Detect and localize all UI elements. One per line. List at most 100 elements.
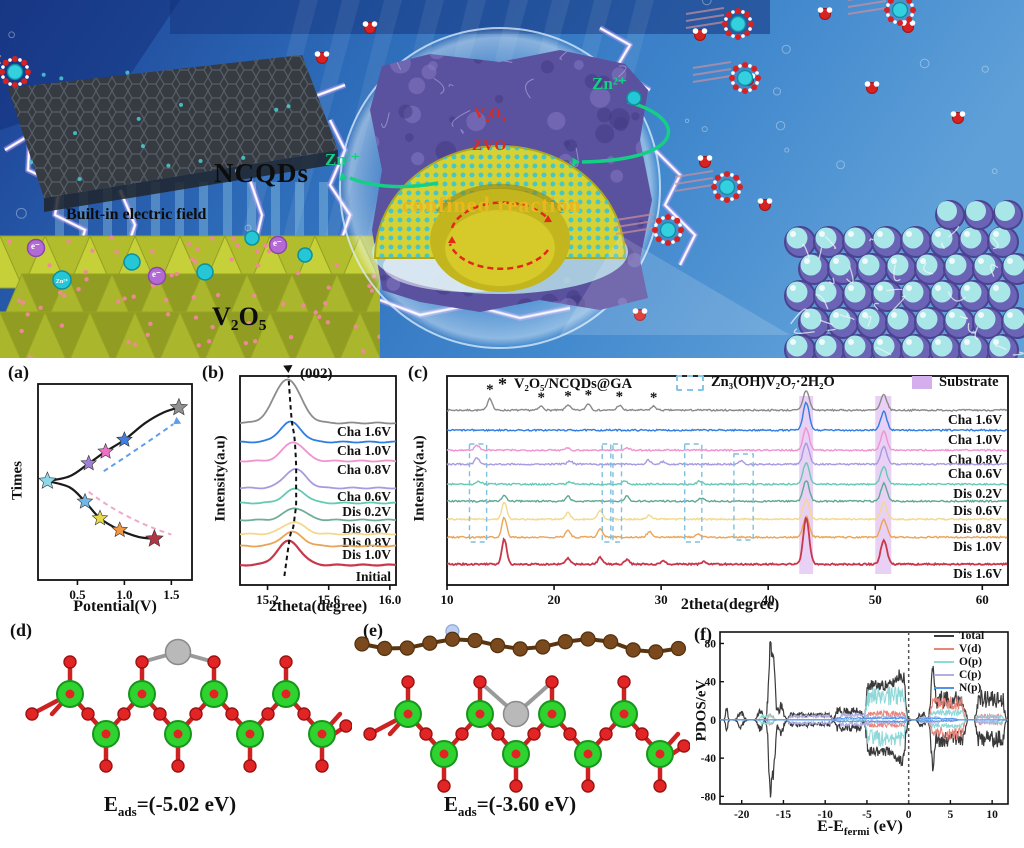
electron-ball — [268, 235, 288, 255]
c-curve-label: Dis 0.2V — [953, 486, 1002, 501]
c-asterisk-marker: * — [616, 389, 624, 405]
svg-text:30: 30 — [655, 592, 668, 607]
bubble — [772, 87, 782, 96]
oxygen-dot — [132, 342, 138, 347]
a-trend-arrow — [88, 491, 172, 536]
oxygen-dot — [252, 293, 257, 298]
svg-text:-80: -80 — [701, 791, 717, 803]
oxygen-dot — [90, 248, 95, 254]
c-curve-Dis-1.6V — [446, 516, 1008, 567]
zn-ion-ball — [196, 263, 214, 281]
oxygen-atom — [99, 759, 113, 773]
a-xlabel: Potential(V) — [73, 598, 157, 615]
b-xlabel: 2theta(degree) — [268, 598, 368, 615]
b-curve-Cha-0.6V — [239, 468, 397, 490]
a-star-marker — [76, 492, 94, 509]
carbon-atom — [625, 642, 641, 658]
svg-text:20: 20 — [548, 592, 561, 607]
carbon-atom — [422, 635, 438, 651]
svg-text:50: 50 — [869, 592, 882, 607]
oxygen-atom — [599, 727, 613, 741]
oxygen-atom — [261, 707, 275, 721]
oxygen-atom — [207, 655, 221, 669]
oxygen-atom — [653, 779, 667, 793]
carbon-atom — [648, 644, 664, 660]
panel-e-letter: (e) — [363, 620, 383, 640]
carbon-atom — [670, 640, 687, 657]
f-series-N(p)-down — [720, 719, 1008, 724]
b-curve-Cha-0.8V — [239, 441, 397, 463]
oxygen-dot — [369, 288, 375, 293]
bubble — [981, 65, 989, 73]
b-curve-Dis-0.2V — [240, 487, 397, 505]
bubble — [684, 118, 690, 124]
oxygen-atom — [189, 707, 203, 721]
carbon-atom — [354, 636, 370, 652]
oxygen-dot — [210, 236, 215, 241]
svg-text:-15: -15 — [776, 809, 792, 821]
legend-line-icon — [934, 635, 954, 637]
oxygen-dot — [109, 235, 114, 240]
c-zvo-box — [733, 453, 754, 541]
svg-text:-10: -10 — [818, 809, 834, 821]
oxygen-atom — [363, 727, 377, 741]
oxygen-atom — [63, 655, 77, 669]
oxygen-atom — [315, 759, 329, 773]
oxygen-dot — [281, 301, 286, 307]
svg-text:0.5: 0.5 — [69, 587, 86, 602]
panel-c-letter: (c) — [408, 362, 428, 382]
c-curve-label: Cha 1.6V — [948, 412, 1002, 427]
oxygen-atom — [225, 707, 239, 721]
oxygen-atom — [527, 727, 541, 741]
b-curve-label: Cha 0.6V — [337, 489, 391, 504]
c-curve-Cha-0.6V — [446, 442, 1008, 467]
b-curve-Dis-0.6V — [239, 507, 397, 522]
oxygen-dot — [210, 324, 215, 330]
crystal-sphere-array — [784, 200, 1024, 358]
carbon-atom — [467, 632, 483, 649]
oxygen-dot — [7, 239, 13, 244]
oxygen-atom — [473, 675, 487, 689]
ncqds-label: NCQDs — [214, 158, 310, 188]
c-curve-label: Cha 0.8V — [948, 452, 1002, 467]
oxygen-dot — [193, 315, 199, 320]
oxygen-atom — [437, 779, 451, 793]
oxygen-dot — [252, 339, 258, 344]
svg-text:16.0: 16.0 — [379, 592, 402, 607]
oxygen-atom — [153, 707, 167, 721]
oxygen-atom — [81, 707, 95, 721]
panel-a-letter: (a) — [8, 362, 29, 382]
c-curve-label: Cha 1.0V — [948, 432, 1002, 447]
oxygen-atom — [455, 727, 469, 741]
svg-text:-20: -20 — [734, 809, 750, 821]
v2o5-zn-structure — [25, 638, 352, 773]
f-ylabel: PDOS/eV — [693, 679, 710, 742]
svg-text:40: 40 — [705, 677, 717, 689]
f-series-O(p)-down — [720, 719, 1008, 748]
oxygen-dot — [169, 272, 174, 278]
c-legend-zvo: Zn₃(OH)V₂O₇·2H₂O — [676, 374, 835, 391]
oxygen-dot — [235, 243, 241, 248]
pdos-chart: -80 -40 0 40 80 -20 -15 -10 -5 0 5 10 — [701, 631, 1009, 821]
pdos-legend: Total V(d) O(p) C(p) N(p) — [934, 630, 984, 694]
c-curve-label: Dis 1.6V — [953, 566, 1002, 581]
panel-b-letter: (b) — [202, 362, 224, 382]
oxygen-dot — [84, 277, 89, 282]
panel-d-letter: (d) — [10, 620, 32, 640]
carbon-atom — [444, 631, 461, 647]
oxygen-dot — [317, 314, 322, 320]
pdos-legend-item: V(d) — [934, 643, 984, 655]
zn-ion-left-label: Zn²⁺ — [325, 150, 360, 169]
oxygen-dot — [25, 312, 30, 317]
b-curve-Cha-1.6V — [239, 378, 397, 425]
c-curve-label: Dis 0.8V — [953, 521, 1002, 536]
oxygen-atom — [135, 655, 149, 669]
svg-text:10: 10 — [986, 809, 998, 821]
bubble — [244, 224, 252, 232]
zn-in-arrow — [581, 100, 671, 164]
substrate-swatch-icon — [912, 376, 932, 389]
zn-ion-ball — [297, 247, 313, 263]
carbon-atom — [535, 639, 551, 655]
reaction-arrow — [448, 243, 550, 271]
oxygen-atom — [617, 675, 631, 689]
